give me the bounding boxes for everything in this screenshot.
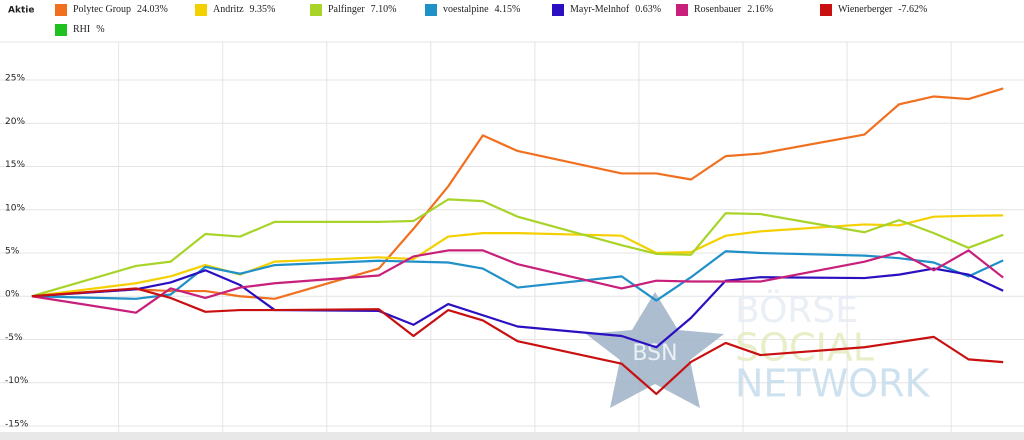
- legend-swatch: [676, 4, 688, 16]
- watermark-star: [586, 292, 724, 408]
- watermark-logo: BSN: [632, 341, 677, 366]
- series-line: [31, 249, 1004, 314]
- watermark: BSN BÖRSE SOCIAL NETWORK: [586, 289, 931, 408]
- legend-swatch: [55, 24, 67, 36]
- legend-change: 7.10%: [371, 4, 397, 15]
- legend-swatch: [425, 4, 437, 16]
- legend-title: Aktie: [8, 6, 34, 16]
- y-tick-label: 10%: [5, 203, 25, 213]
- legend-change: -7.62%: [898, 4, 927, 15]
- series-line: [31, 87, 1004, 300]
- series-line: [31, 287, 1004, 396]
- legend-change: 2.16%: [747, 4, 773, 15]
- legend-name: Polytec Group: [73, 4, 131, 15]
- legend-label: Andritz 9.35%: [213, 4, 275, 15]
- legend-label: Polytec Group 24.03%: [73, 4, 168, 15]
- watermark-line: BÖRSE: [735, 289, 858, 331]
- legend-name: Wienerberger: [838, 4, 893, 15]
- series-line: [31, 267, 1004, 349]
- legend-name: Mayr-Melnhof: [570, 4, 630, 15]
- y-tick-label: -15%: [5, 419, 29, 429]
- legend-change: %: [96, 24, 104, 35]
- legend-label: Palfinger 7.10%: [328, 4, 397, 15]
- y-tick-label: 25%: [5, 74, 25, 84]
- y-tick-label: -5%: [5, 333, 23, 343]
- y-tick-label: -10%: [5, 376, 29, 386]
- legend-label: Wienerberger -7.62%: [838, 4, 927, 15]
- y-tick-label: 0%: [5, 290, 20, 300]
- y-tick-label: 15%: [5, 160, 25, 170]
- legend-change: 0.63%: [635, 4, 661, 15]
- legend-swatch: [195, 4, 207, 16]
- scroll-band: [0, 432, 1024, 440]
- watermark-line: NETWORK: [735, 362, 931, 406]
- legend-name: voestalpine: [443, 4, 489, 15]
- legend-change: 24.03%: [137, 4, 168, 15]
- legend-label: voestalpine 4.15%: [443, 4, 520, 15]
- legend-name: Andritz: [213, 4, 244, 15]
- legend-swatch: [552, 4, 564, 16]
- legend-name: Rosenbauer: [694, 4, 742, 15]
- legend-label: Rosenbauer 2.16%: [694, 4, 773, 15]
- legend-change: 4.15%: [495, 4, 521, 15]
- legend-name: RHI: [73, 24, 90, 35]
- legend-swatch: [820, 4, 832, 16]
- legend-swatch: [310, 4, 322, 16]
- series-line: [31, 250, 1004, 302]
- legend-label: Mayr-Melnhof 0.63%: [570, 4, 661, 15]
- y-tick-label: 5%: [5, 246, 20, 256]
- legend-swatch: [55, 4, 67, 16]
- y-tick-label: 20%: [5, 117, 25, 127]
- legend-change: 9.35%: [250, 4, 276, 15]
- legend-label: RHI%: [73, 24, 105, 35]
- legend-name: Palfinger: [328, 4, 365, 15]
- series-line: [31, 198, 1004, 298]
